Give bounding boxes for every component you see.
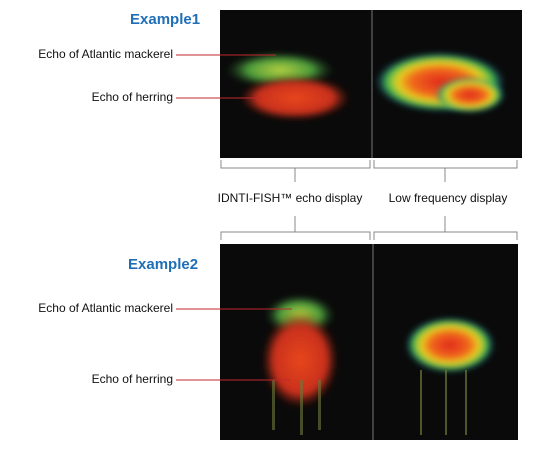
caption: Low frequency display (389, 191, 508, 205)
echo-label: Echo of Atlantic mackerel (38, 47, 173, 61)
bracket (220, 160, 518, 240)
echo-label: Echo of herring (92, 372, 173, 386)
example-title: Example1 (130, 11, 200, 28)
echo-panel (220, 244, 518, 440)
echo-label: Echo of herring (92, 90, 173, 104)
echo-label: Echo of Atlantic mackerel (38, 301, 173, 315)
caption: IDNTI-FISH™ echo display (218, 191, 363, 205)
echo-panel (220, 10, 522, 158)
example-title: Example2 (128, 256, 198, 273)
